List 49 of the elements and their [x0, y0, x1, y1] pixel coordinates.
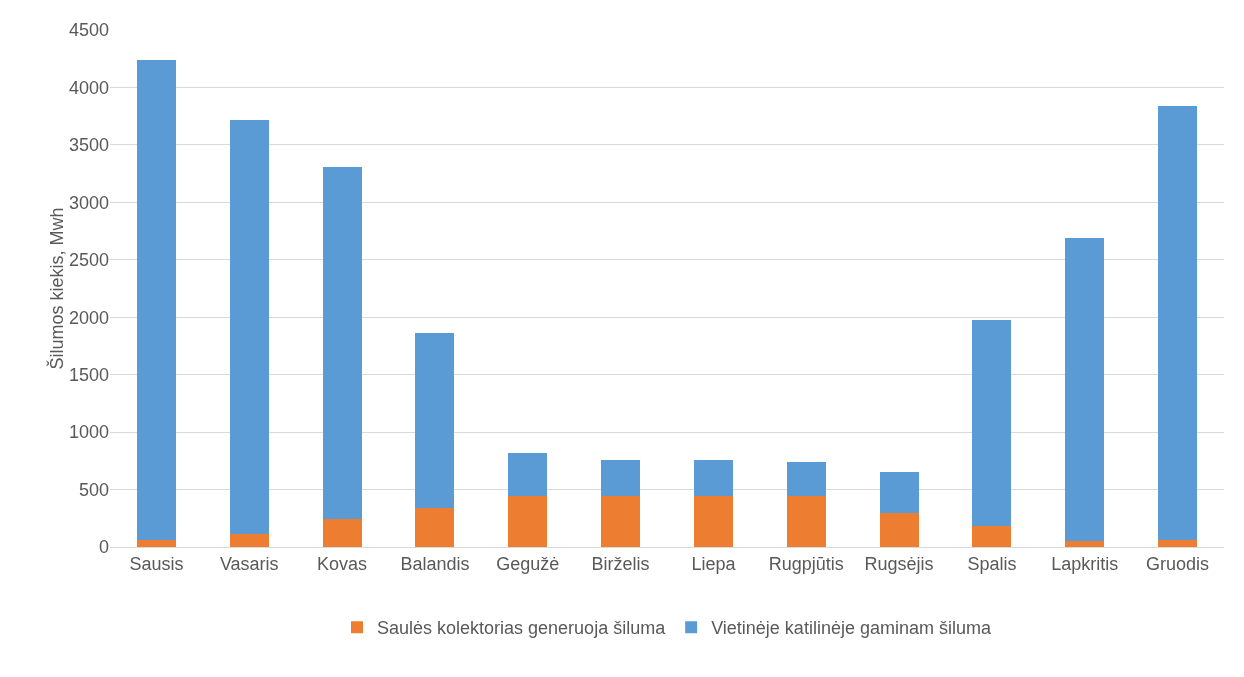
bar: [1065, 237, 1105, 542]
bar: [693, 459, 733, 497]
bar: [601, 496, 641, 547]
bar: [1158, 539, 1198, 547]
x-tick-label: Lapkritis: [1051, 553, 1119, 574]
bar: [508, 452, 548, 497]
x-tick-label: Liepa: [691, 553, 737, 574]
y-axis-title: Šilumos kiekis, Mwh: [45, 207, 67, 370]
x-tick-label: Rugsėjis: [864, 553, 934, 574]
x-tick-label: Rugpjūtis: [768, 553, 844, 574]
y-tick-label: 4500: [68, 20, 109, 41]
bar: [415, 507, 455, 547]
legend-label: Vietinėje katilinėje gaminam šiluma: [711, 618, 992, 639]
bar: [601, 459, 641, 497]
bar: [693, 496, 733, 547]
bar: [136, 540, 176, 547]
x-tick-label: Gruodis: [1146, 553, 1210, 574]
bar: [322, 166, 362, 520]
bar: [1065, 541, 1105, 547]
x-tick-label: Balandis: [400, 553, 470, 574]
x-tick-label: Gegužė: [496, 553, 560, 574]
y-tick-label: 3000: [68, 192, 109, 213]
x-tick-label: Vasaris: [219, 553, 279, 574]
bar: [786, 496, 826, 547]
y-tick-label: 1000: [68, 422, 109, 443]
bar: [1158, 106, 1198, 540]
bar: [508, 496, 548, 547]
x-tick-label: Sausis: [129, 553, 184, 574]
bar: [879, 472, 919, 513]
bar: [879, 512, 919, 547]
y-tick-label: 3500: [68, 135, 109, 156]
y-tick-label: 500: [78, 479, 109, 500]
x-tick-label: Kovas: [317, 553, 368, 574]
y-tick-label: 2000: [68, 307, 109, 328]
y-tick-label: 0: [98, 537, 109, 558]
bar: [415, 333, 455, 508]
bar: [322, 519, 362, 547]
y-tick-label: 1500: [68, 364, 109, 385]
x-tick-label: Spalis: [967, 553, 1017, 574]
y-tick-label: 4000: [68, 77, 109, 98]
bar: [229, 534, 269, 547]
bar: [229, 119, 269, 535]
bar: [972, 319, 1012, 527]
legend-label: Saulės kolektorias generuoja šiluma: [377, 618, 667, 639]
bar: [136, 59, 176, 541]
y-tick-label: 2500: [68, 250, 109, 271]
bar: [786, 461, 826, 497]
bar: [972, 526, 1012, 547]
x-tick-label: Birželis: [591, 553, 650, 574]
